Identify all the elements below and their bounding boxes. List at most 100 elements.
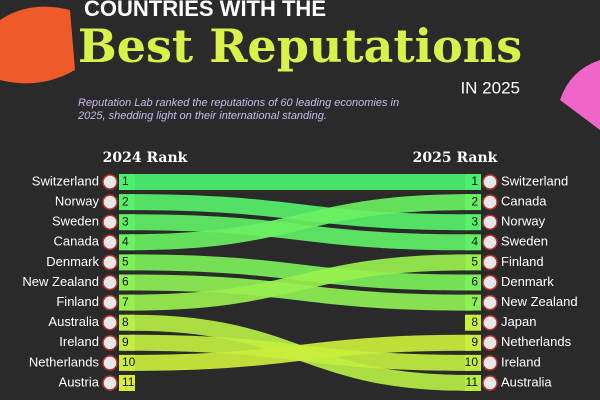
rank-box xyxy=(119,274,135,291)
country-label: Austria xyxy=(59,374,100,389)
ribbon xyxy=(130,274,470,311)
flag xyxy=(482,294,498,311)
flag xyxy=(482,254,498,271)
rank-label: 5 xyxy=(471,255,478,269)
rank-box xyxy=(119,334,135,351)
rank-box xyxy=(119,314,135,331)
flag xyxy=(102,335,118,351)
rank-label: 7 xyxy=(122,295,129,309)
country-label: New Zealand xyxy=(501,294,578,309)
country-label: Canada xyxy=(501,194,547,209)
rank-box xyxy=(465,274,481,291)
rank-label: 9 xyxy=(122,335,129,349)
kicker: COUNTRIES WITH THE xyxy=(84,0,326,21)
flag xyxy=(102,274,118,291)
flag xyxy=(482,234,498,251)
country-label: Canada xyxy=(53,234,99,249)
country-label: Norway xyxy=(501,214,546,229)
rank-label: 10 xyxy=(465,355,479,369)
rank-box xyxy=(119,375,135,391)
flag xyxy=(482,375,498,391)
rank-label: 6 xyxy=(471,275,478,289)
flag xyxy=(102,254,118,271)
country-label: Australia xyxy=(501,374,552,389)
rank-box xyxy=(119,294,135,311)
ribbon xyxy=(130,174,470,190)
rank-box xyxy=(465,294,481,311)
rank-label: 8 xyxy=(122,315,129,329)
country-label: Netherlands xyxy=(501,334,572,349)
country-label: Switzerland xyxy=(501,173,568,188)
country-label: Japan xyxy=(501,314,536,329)
rank-label: 4 xyxy=(471,234,478,248)
rank-box xyxy=(465,234,481,251)
rank-label: 8 xyxy=(471,315,478,329)
column-header: 2025 Rank xyxy=(413,150,498,166)
rank-box xyxy=(119,254,135,271)
rank-label: 11 xyxy=(122,375,135,389)
rank-label: 6 xyxy=(122,275,129,289)
rank-box xyxy=(465,334,481,351)
flag xyxy=(102,174,118,190)
country-label: Sweden xyxy=(52,214,99,229)
rank-label: 10 xyxy=(122,355,136,369)
rank-box xyxy=(465,354,481,371)
flag xyxy=(102,214,118,230)
rank-label: 2 xyxy=(471,194,478,208)
country-label: Sweden xyxy=(501,234,548,249)
hand-left xyxy=(0,6,75,84)
ribbon xyxy=(130,214,470,251)
ribbon xyxy=(130,254,470,291)
rank-label: 9 xyxy=(471,335,478,349)
country-label: Finland xyxy=(56,294,99,309)
rank-box xyxy=(465,174,481,190)
rank-label: 5 xyxy=(122,255,129,269)
ribbon xyxy=(130,334,470,371)
rank-box xyxy=(119,234,135,251)
column-header: 2024 Rank xyxy=(103,150,188,166)
flag xyxy=(102,355,118,371)
rank-label: 7 xyxy=(471,295,478,309)
rank-box xyxy=(465,214,481,231)
flag xyxy=(482,174,498,190)
rank-box xyxy=(465,194,481,211)
flag xyxy=(482,274,498,291)
country-label: Netherlands xyxy=(29,354,100,369)
rank-box xyxy=(119,194,135,211)
flag xyxy=(102,194,118,210)
country-label: Australia xyxy=(48,314,99,329)
rank-box xyxy=(465,254,481,271)
rank-box xyxy=(119,174,135,190)
hand-right xyxy=(560,60,600,130)
ribbon xyxy=(130,194,470,231)
country-label: Denmark xyxy=(501,274,554,289)
country-label: Denmark xyxy=(46,254,99,269)
ribbon xyxy=(130,194,470,251)
rank-box xyxy=(119,354,135,371)
ribbon xyxy=(130,254,470,311)
rank-box xyxy=(465,314,481,331)
country-label: Norway xyxy=(55,194,100,209)
country-label: New Zealand xyxy=(22,274,99,289)
flag xyxy=(482,355,498,371)
flag xyxy=(102,294,118,311)
country-label: Ireland xyxy=(501,354,541,369)
country-label: Ireland xyxy=(59,334,99,349)
rank-label: 1 xyxy=(122,174,129,188)
flag xyxy=(482,314,498,331)
title-suffix: IN 2025 xyxy=(460,78,520,97)
flag xyxy=(102,314,118,331)
rank-box xyxy=(119,214,135,231)
chart-title: Best Reputations xyxy=(78,19,522,73)
rank-label: 1 xyxy=(471,174,478,188)
rank-label: 4 xyxy=(122,234,129,248)
rank-label: 3 xyxy=(471,214,478,228)
flag xyxy=(102,234,118,251)
subtitle: Reputation Lab ranked the reputations of… xyxy=(78,97,400,122)
flag xyxy=(482,214,498,230)
flag xyxy=(482,194,498,210)
country-label: Switzerland xyxy=(32,173,99,188)
rank-label: 11 xyxy=(466,375,479,389)
